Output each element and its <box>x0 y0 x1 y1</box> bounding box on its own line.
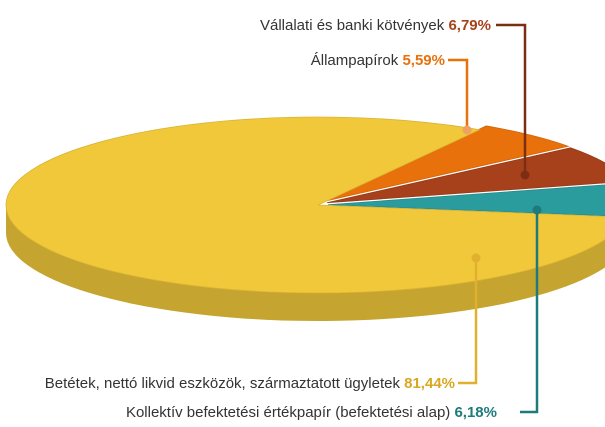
label: Vállalati és banki kötvények 6,79% <box>260 17 491 34</box>
label-name: Kollektív befektetési értékpapír (befekt… <box>126 404 450 421</box>
slice <box>326 147 605 204</box>
label-value: 6,18% <box>454 404 497 421</box>
label-value: 81,44% <box>404 375 455 392</box>
leader-line <box>458 258 478 385</box>
pie <box>5 116 605 321</box>
labels: Kollektív befektetési értékpapír (befekt… <box>45 17 542 421</box>
leader-dot <box>471 253 481 263</box>
label: Kollektív befektetési értékpapír (befekt… <box>126 404 497 421</box>
leader-line <box>448 58 469 130</box>
slice <box>324 125 570 202</box>
slice <box>5 116 605 294</box>
leader-line <box>496 23 527 175</box>
label: Állampapírok 5,59% <box>311 52 445 69</box>
label-name: Betétek, nettó likvid eszközök, származt… <box>45 375 401 392</box>
label-name: Állampapírok <box>311 52 399 69</box>
leader-line <box>520 210 539 414</box>
label-value: 5,59% <box>402 52 445 69</box>
leader-dot <box>532 205 542 215</box>
label: Betétek, nettó likvid eszközök, származt… <box>45 375 455 392</box>
leader-dot <box>462 125 472 135</box>
leader-dot <box>520 170 530 180</box>
label-name: Vállalati és banki kötvények <box>260 17 445 34</box>
label-value: 6,79% <box>448 17 491 34</box>
slice-side <box>6 205 605 321</box>
